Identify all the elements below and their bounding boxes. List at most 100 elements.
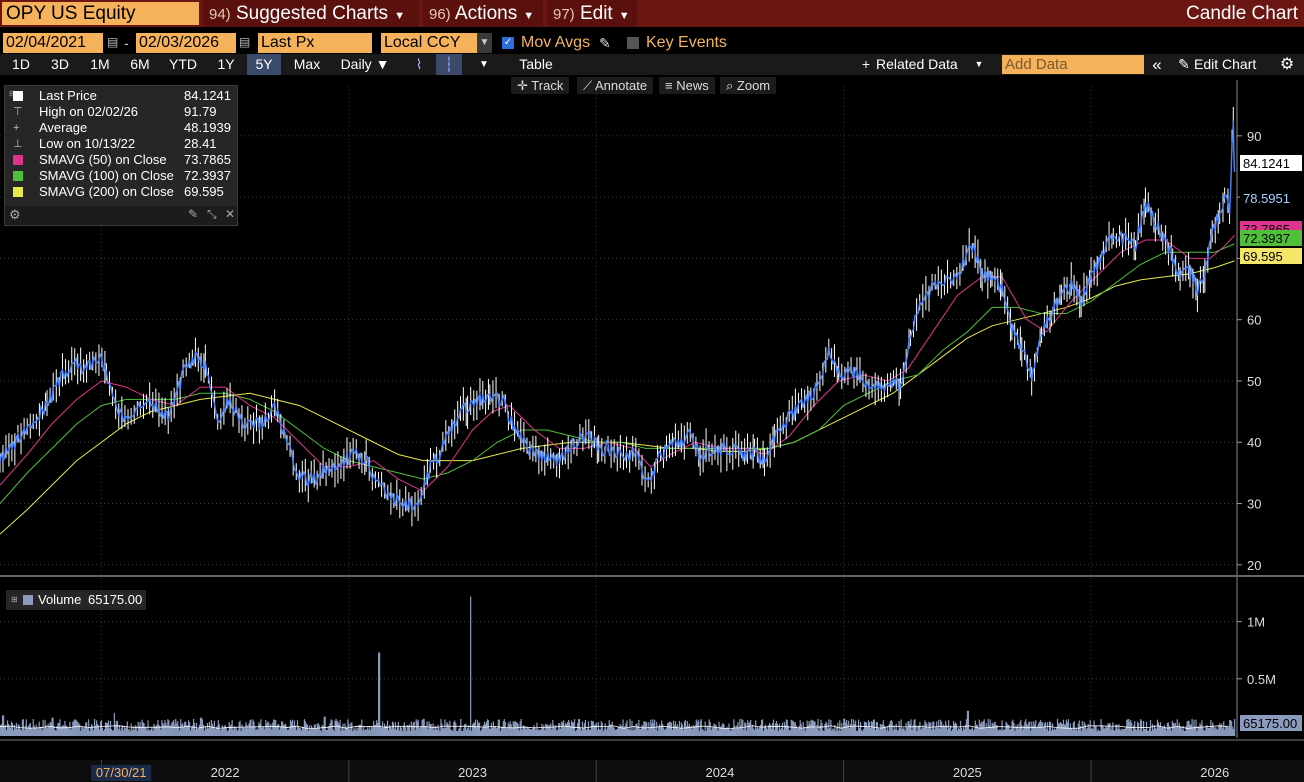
- start-date-input[interactable]: 02/04/2021: [3, 33, 103, 53]
- ticker-field[interactable]: OPY US Equity: [2, 2, 199, 25]
- pin-icon[interactable]: ✎: [188, 207, 199, 221]
- zoom-button[interactable]: ⌕ Zoom: [720, 77, 777, 94]
- volume-bar: [1202, 727, 1204, 736]
- volume-bar: [372, 727, 374, 736]
- volume-bar: [1125, 727, 1127, 736]
- pencil-icon[interactable]: ✎: [1178, 56, 1190, 72]
- gear-icon[interactable]: ⚙: [1279, 56, 1295, 73]
- volume-bar: [1216, 728, 1218, 736]
- volume-bar: [93, 730, 95, 736]
- plus-icon[interactable]: +: [861, 56, 871, 72]
- key-events-label[interactable]: Key Events: [646, 34, 727, 51]
- range-1y-button[interactable]: 1Y: [217, 56, 235, 72]
- volume-bar: [713, 723, 715, 736]
- volume-bar: [798, 725, 800, 736]
- volume-bar: [815, 728, 817, 736]
- volume-bar: [1136, 730, 1138, 736]
- edit-chart-button[interactable]: Edit Chart: [1194, 56, 1257, 72]
- volume-bar: [289, 719, 292, 736]
- volume-bar: [1053, 728, 1056, 736]
- range-5y-button[interactable]: 5Y: [247, 54, 281, 75]
- candle-chart-icon[interactable]: ┆: [436, 54, 462, 75]
- legend-row-last-price: Last Price 84.1241: [5, 88, 237, 104]
- range-6m-button[interactable]: 6M: [130, 56, 150, 72]
- volume-bar: [1189, 724, 1191, 736]
- table-button[interactable]: Table: [519, 56, 553, 72]
- volume-bar: [1061, 724, 1064, 736]
- mov-avgs-checkbox[interactable]: ✓: [502, 37, 514, 49]
- mov-avgs-label[interactable]: Mov Avgs: [521, 34, 591, 51]
- volume-bar: [631, 720, 633, 736]
- related-data-button[interactable]: Related Data: [876, 56, 958, 72]
- end-date-input[interactable]: 02/03/2026: [136, 33, 236, 53]
- volume-bar: [1035, 720, 1037, 736]
- news-button[interactable]: ≡ News: [659, 77, 715, 94]
- volume-bar: [570, 726, 572, 736]
- volume-bar: [501, 727, 503, 736]
- volume-bar: [74, 719, 76, 736]
- volume-bar: [1077, 723, 1079, 736]
- pencil-icon[interactable]: ✎: [599, 35, 611, 51]
- volume-bar: [702, 729, 704, 736]
- volume-bar: [259, 723, 261, 736]
- actions-menu[interactable]: 96) Actions ▼: [423, 0, 543, 27]
- volume-bar: [181, 724, 183, 736]
- volume-bar: [134, 725, 136, 736]
- edit-menu[interactable]: 97) Edit ▼: [547, 0, 637, 27]
- gear-icon[interactable]: ⚙: [9, 207, 21, 222]
- volume-bar: [657, 730, 659, 736]
- volume-bar: [868, 721, 871, 736]
- collapse-toggle-icon[interactable]: ⊟: [9, 89, 16, 98]
- range-ytd-button[interactable]: YTD: [169, 56, 197, 72]
- line-chart-icon[interactable]: ⌇: [415, 56, 423, 72]
- range-3d-button[interactable]: 3D: [51, 56, 69, 72]
- gridlines: [0, 86, 1237, 736]
- volume-bar: [833, 729, 835, 736]
- volume-bar: [2, 715, 5, 736]
- collapse-icon[interactable]: «: [1152, 55, 1162, 74]
- chevron-down-icon[interactable]: ▼: [974, 59, 984, 69]
- volume-bar: [507, 722, 509, 736]
- volume-bar: [318, 725, 320, 736]
- volume-bar: [1022, 729, 1024, 736]
- suggested-charts-menu[interactable]: 94) Suggested Charts ▼: [203, 0, 419, 27]
- volume-bar: [1157, 722, 1160, 736]
- volume-bar: [514, 720, 516, 736]
- volume-bar: [901, 729, 903, 736]
- volume-bar: [483, 721, 486, 736]
- volume-bar: [1215, 727, 1217, 736]
- volume-bar: [1116, 724, 1118, 736]
- add-data-input[interactable]: Add Data: [1002, 55, 1144, 74]
- close-icon[interactable]: ✕: [225, 207, 236, 221]
- volume-bar: [496, 727, 498, 736]
- shrink-icon[interactable]: ⤡: [207, 207, 217, 221]
- volume-bar: [96, 723, 99, 736]
- range-1m-button[interactable]: 1M: [90, 56, 110, 72]
- volume-bar: [873, 719, 876, 736]
- track-button[interactable]: ✛ Track: [511, 77, 570, 94]
- calendar-icon[interactable]: ▤: [239, 35, 251, 49]
- field-select[interactable]: Last Px: [258, 33, 372, 53]
- volume-bar: [846, 719, 848, 736]
- key-events-checkbox[interactable]: [627, 37, 639, 49]
- calendar-icon[interactable]: ▤: [107, 35, 119, 49]
- volume-bar: [885, 730, 887, 736]
- range-1d-button[interactable]: 1D: [12, 56, 30, 72]
- range-max-button[interactable]: Max: [293, 56, 321, 72]
- zoom-label: Zoom: [736, 78, 771, 93]
- volume-bar: [1222, 728, 1224, 736]
- volume-bar: [124, 728, 126, 736]
- annotate-button[interactable]: ⟋ Annotate: [577, 77, 654, 94]
- chevron-down-icon[interactable]: ▼: [479, 59, 489, 70]
- collapse-toggle-icon[interactable]: ⊞: [11, 595, 18, 604]
- volume-bar: [1114, 730, 1116, 736]
- volume-bar: [422, 718, 424, 736]
- volume-bar: [492, 721, 495, 736]
- chevron-down-icon[interactable]: ▼: [477, 33, 492, 53]
- currency-select[interactable]: Local CCY: [381, 33, 477, 53]
- volume-bar: [1029, 721, 1031, 736]
- frequency-select[interactable]: Daily ▼: [340, 56, 390, 72]
- volume-bar: [389, 726, 392, 736]
- volume-bar: [55, 730, 57, 736]
